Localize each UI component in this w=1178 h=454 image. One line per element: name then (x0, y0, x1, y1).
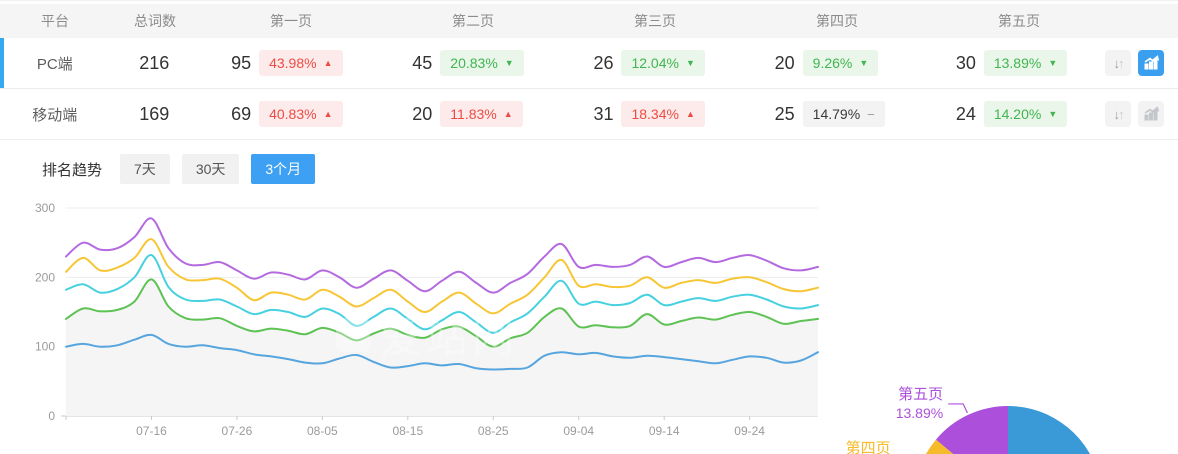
page3-cell: 31 18.34% ▲ (561, 101, 742, 127)
table-row-mobile[interactable]: 移动端 169 69 40.83% ▲ 20 11.83% ▲ 31 18.34% ▲… (0, 89, 1178, 140)
change-badge: 11.83% ▲ (440, 101, 523, 127)
change-percent: 14.79% (812, 106, 861, 122)
svg-text:07-26: 07-26 (222, 424, 253, 438)
tab-7-days[interactable]: 7天 (120, 154, 170, 184)
tab-30-days[interactable]: 30天 (181, 154, 240, 184)
page4-cell: 25 14.79% − (743, 101, 924, 127)
page-count: 20 (412, 103, 433, 124)
svg-text:200: 200 (35, 270, 55, 284)
trend-section-header: 排名趋势 7天 30天 3个月 (0, 140, 1178, 192)
platform-label: PC端 (36, 55, 73, 73)
trend-arrow-icon: ▲ (323, 57, 333, 68)
svg-text:300: 300 (35, 201, 55, 215)
change-badge: 18.34% ▲ (621, 101, 705, 127)
svg-text:07-16: 07-16 (136, 424, 167, 438)
page2-cell: 20 11.83% ▲ (380, 101, 561, 127)
svg-text:0: 0 (48, 409, 55, 423)
page-distribution-donut-chart: 第一页43.98%第二页20.83%第三页12.04%第四页9.26%第五页13… (832, 360, 1178, 454)
trend-arrow-icon: ▲ (503, 108, 513, 119)
page-count: 20 (774, 52, 795, 73)
total-words-value: 169 (139, 103, 170, 124)
change-badge: 12.04% ▼ (621, 50, 705, 76)
page1-cell: 69 40.83% ▲ (199, 101, 380, 127)
trend-arrow-icon: ▼ (1048, 57, 1058, 68)
page3-cell: 26 12.04% ▼ (561, 50, 742, 76)
row-actions: ↓↑ (1105, 101, 1178, 127)
change-badge: 9.26% ▼ (802, 50, 879, 76)
column-header-page1: 第一页 (270, 13, 312, 29)
change-percent: 11.83% (450, 106, 497, 122)
svg-text:08-15: 08-15 (392, 424, 423, 438)
table-header-row: 平台 总词数 第一页 第二页 第三页 第四页 第五页 (0, 4, 1178, 38)
svg-text:第五页: 第五页 (898, 385, 943, 403)
page-count: 24 (955, 103, 976, 124)
change-badge: 14.20% ▼ (983, 101, 1068, 127)
bar-chart-icon (1144, 55, 1160, 70)
charts-area: 0 100 200 300 07-16 07-26 08-05 08-15 08-25 09-04… (0, 192, 1178, 454)
trend-arrow-icon: ▲ (323, 108, 333, 119)
trend-chart-button[interactable] (1138, 101, 1165, 127)
svg-text:09-24: 09-24 (734, 424, 765, 438)
change-percent: 18.34% (631, 106, 679, 122)
svg-text:09-04: 09-04 (563, 424, 594, 438)
page-count: 45 (412, 52, 433, 73)
column-header-platform: 平台 (41, 13, 69, 29)
tab-3-months[interactable]: 3个月 (251, 154, 316, 184)
svg-text:08-25: 08-25 (478, 424, 509, 438)
page-count: 31 (593, 103, 614, 124)
column-header-page2: 第二页 (452, 13, 494, 29)
change-percent: 12.04% (631, 55, 679, 71)
section-title: 排名趋势 (42, 161, 103, 179)
trend-arrow-icon: ▲ (685, 108, 695, 119)
svg-text:第四页: 第四页 (846, 439, 891, 454)
sort-arrows-icon: ↓↑ (1113, 106, 1125, 122)
total-words-value: 216 (139, 52, 170, 73)
page-count: 95 (231, 52, 252, 73)
column-header-total-words: 总词数 (134, 13, 176, 29)
page5-cell: 24 14.20% ▼ (924, 101, 1105, 127)
page-count: 30 (955, 52, 976, 73)
trend-arrow-icon: ▼ (504, 57, 514, 68)
svg-text:08-05: 08-05 (307, 424, 338, 438)
page-count: 25 (774, 103, 795, 124)
page5-cell: 30 13.89% ▼ (924, 50, 1105, 76)
change-percent: 43.98% (269, 55, 317, 71)
trend-line-chart: 0 100 200 300 07-16 07-26 08-05 08-15 08-25 09-04… (0, 192, 830, 454)
trend-arrow-icon: ▼ (685, 57, 695, 68)
bar-chart-icon (1144, 106, 1160, 121)
svg-text:100: 100 (35, 340, 55, 354)
svg-text:13.89%: 13.89% (896, 405, 943, 421)
sort-button[interactable]: ↓↑ (1105, 50, 1132, 76)
page4-cell: 20 9.26% ▼ (743, 50, 924, 76)
table-row-pc[interactable]: PC端 216 95 43.98% ▲ 45 20.83% ▼ 26 12.04% ▼… (0, 38, 1178, 89)
change-badge: 20.83% ▼ (440, 50, 524, 76)
trend-arrow-icon: ▼ (859, 57, 869, 68)
page1-cell: 95 43.98% ▲ (199, 50, 380, 76)
column-header-page3: 第三页 (634, 13, 676, 29)
change-percent: 14.20% (993, 106, 1042, 122)
sort-arrows-icon: ↓↑ (1113, 55, 1125, 71)
change-percent: 9.26% (812, 55, 853, 71)
change-badge: 13.89% ▼ (983, 50, 1068, 76)
change-percent: 40.83% (269, 106, 317, 122)
page2-cell: 45 20.83% ▼ (380, 50, 561, 76)
platform-label: 移动端 (32, 106, 78, 124)
trend-chart-button[interactable] (1138, 50, 1165, 76)
change-badge: 43.98% ▲ (259, 50, 343, 76)
page-count: 69 (231, 103, 252, 124)
trend-arrow-icon: − (867, 106, 875, 122)
svg-text:09-14: 09-14 (649, 424, 680, 438)
change-percent: 20.83% (450, 55, 498, 71)
change-badge: 14.79% − (802, 101, 885, 127)
trend-arrow-icon: ▼ (1048, 108, 1058, 119)
change-percent: 13.89% (993, 55, 1042, 71)
change-badge: 40.83% ▲ (259, 101, 343, 127)
row-actions: ↓↑ (1105, 50, 1178, 76)
page-count: 26 (593, 52, 614, 73)
sort-button[interactable]: ↓↑ (1105, 101, 1132, 127)
column-header-page4: 第四页 (816, 13, 858, 29)
column-header-page5: 第五页 (998, 13, 1040, 29)
